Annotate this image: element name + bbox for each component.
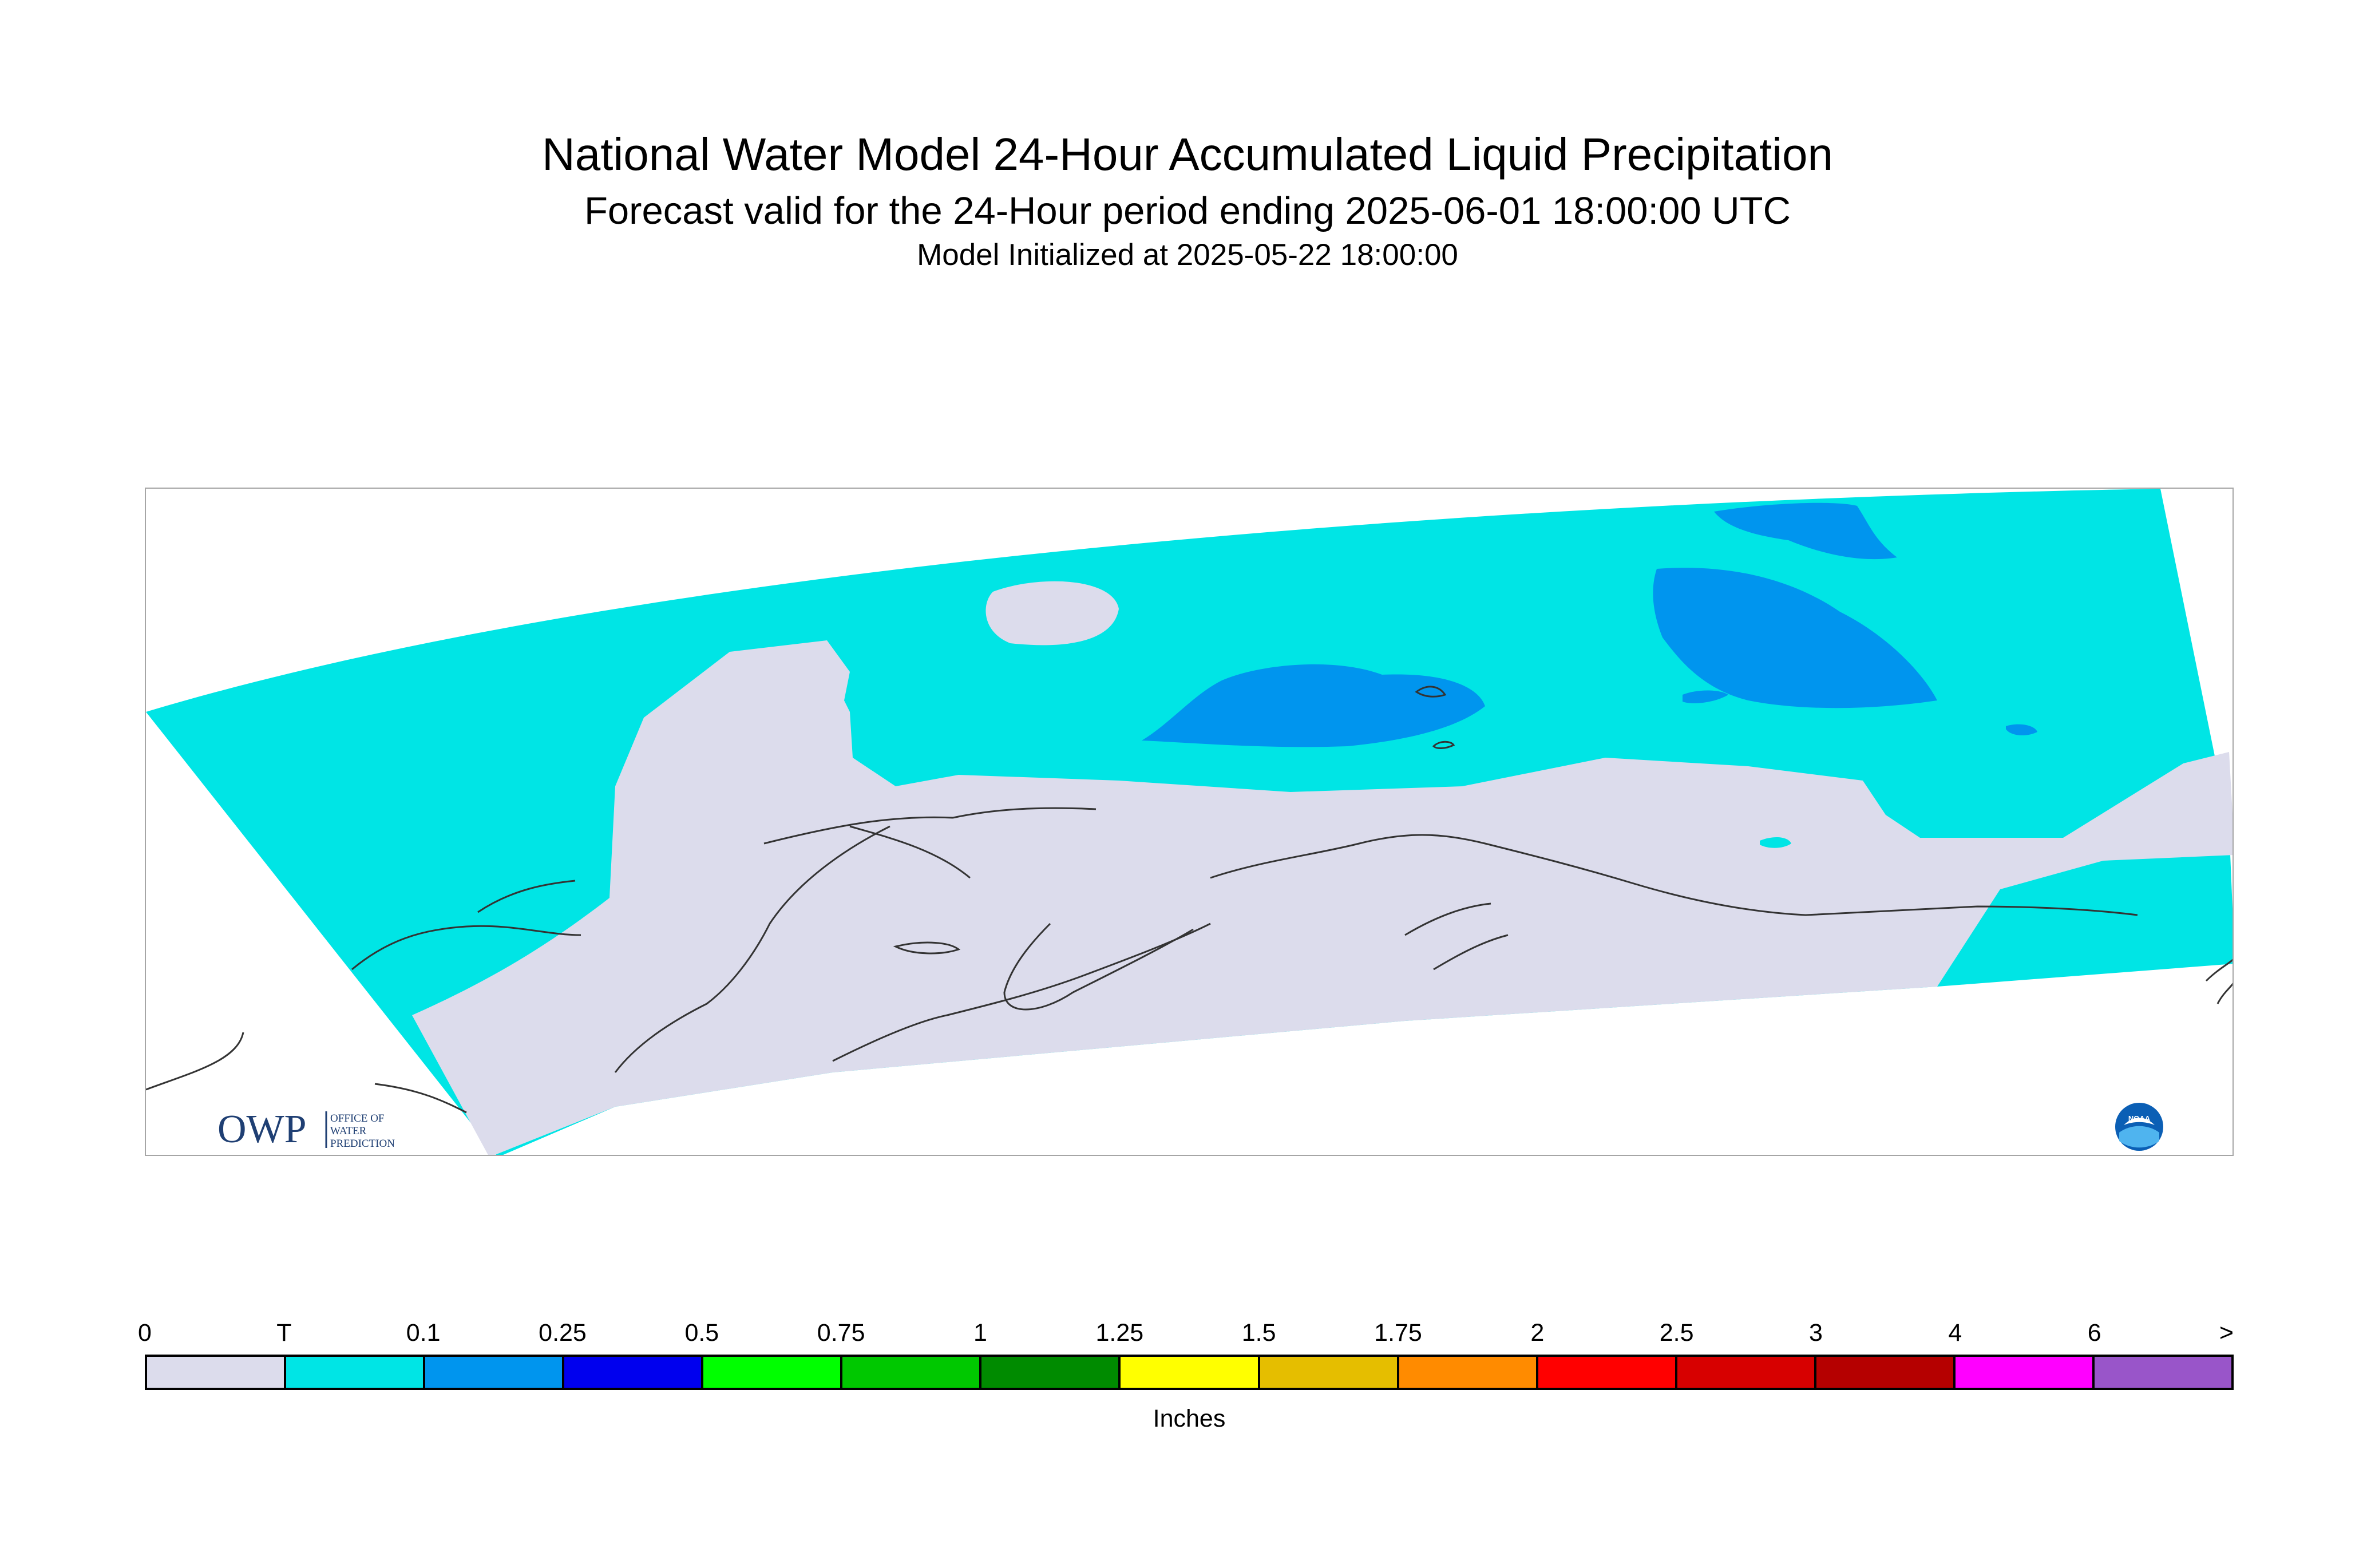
light-precip-area-5 (2006, 724, 2037, 736)
light-precip-area-4 (1683, 690, 1728, 703)
legend-tick-label: > (2219, 1319, 2234, 1347)
precip-color-legend: 0 T 0.1 0.25 0.5 0.75 1 1.25 1.5 1.75 2 2.5 3 4 6 > Inc… (138, 1319, 2234, 1439)
owp-logo-line-3: PREDICTION (330, 1138, 395, 1150)
legend-tick-label: 6 (2087, 1319, 2101, 1347)
legend-color-swatch (703, 1357, 843, 1388)
forecast-period-subtitle: Forecast valid for the 24-Hour period en… (584, 189, 1791, 232)
zero-precip-island (985, 581, 1119, 646)
legend-units-label: Inches (1153, 1405, 1226, 1432)
legend-color-swatch (1121, 1357, 1260, 1388)
owp-logo-line-1: OFFICE OF (330, 1112, 385, 1124)
legend-color-swatch (147, 1357, 287, 1388)
legend-tick-label: 2.5 (1659, 1319, 1694, 1347)
legend-tick-label: 0.1 (406, 1319, 441, 1347)
legend-color-swatch (425, 1357, 565, 1388)
legend-color-swatch (1399, 1357, 1538, 1388)
light-precip-area-2 (1653, 568, 1937, 708)
legend-color-swatch (1260, 1357, 1399, 1388)
light-precip-area-3 (1714, 502, 1897, 560)
legend-color-swatch (842, 1357, 982, 1388)
noaa-logo: NOAA (2113, 1101, 2165, 1153)
legend-tick-label: 0.5 (684, 1319, 719, 1347)
legend-color-swatch (1816, 1357, 1956, 1388)
legend-tick-label: 1.75 (1374, 1319, 1422, 1347)
legend-tick-label: 2 (1530, 1319, 1545, 1347)
map-title: National Water Model 24-Hour Accumulated… (542, 129, 1833, 180)
legend-color-swatch (981, 1357, 1121, 1388)
legend-color-swatch (564, 1357, 704, 1388)
legend-color-swatch (1538, 1357, 1677, 1388)
legend-color-swatch (1955, 1357, 2095, 1388)
owp-logo-text: OWP (217, 1107, 307, 1151)
legend-color-swatch (286, 1357, 426, 1388)
legend-tick-label: 1 (973, 1319, 987, 1347)
legend-color-bar (145, 1355, 2234, 1390)
noaa-logo-text: NOAA (2128, 1114, 2151, 1123)
zero-precip-area (412, 640, 2232, 1155)
precip-map (146, 489, 2232, 1155)
legend-tick-label: 1.5 (1241, 1319, 1276, 1347)
coastlines (146, 686, 2232, 1114)
model-init-subtitle: Model Initialized at 2025-05-22 18:00:00 (917, 238, 1458, 272)
legend-color-swatch (1677, 1357, 1816, 1388)
legend-color-swatch (2094, 1357, 2231, 1388)
light-precip-area-1 (1142, 664, 1485, 747)
legend-tick-label: 0.25 (539, 1319, 587, 1347)
owp-logo: OWP OFFICE OF WATER PREDICTION (217, 1107, 423, 1153)
owp-logo-line-2: WATER (330, 1125, 367, 1137)
map-panel[interactable]: OWP OFFICE OF WATER PREDICTION NOAA (145, 488, 2234, 1156)
legend-tick-label: 0 (138, 1319, 152, 1347)
legend-tick-label: 4 (1948, 1319, 1962, 1347)
legend-tick-label: 1.25 (1095, 1319, 1144, 1347)
legend-tick-label: 0.75 (817, 1319, 865, 1347)
legend-tick-label: T (276, 1319, 292, 1347)
legend-tick-label: 3 (1809, 1319, 1823, 1347)
trace-island (1760, 837, 1791, 848)
